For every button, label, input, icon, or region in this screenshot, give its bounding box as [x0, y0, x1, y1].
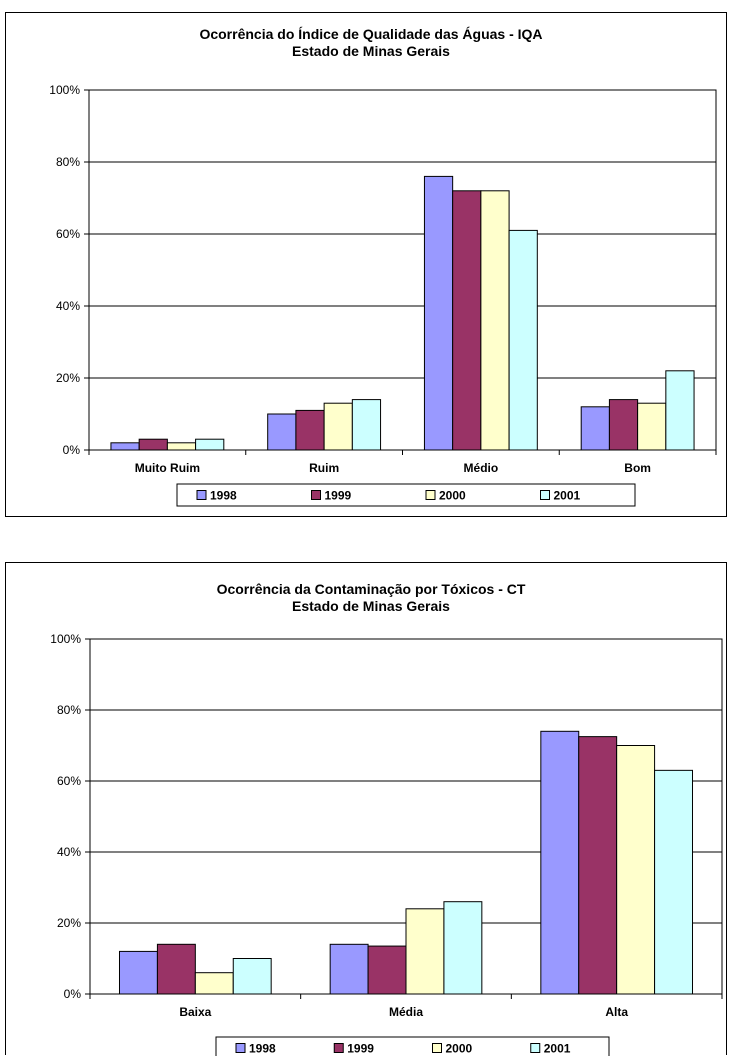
legend-swatch-2000 [425, 490, 436, 500]
legend-label-1998: 1998 [249, 1042, 276, 1056]
x-tick-label: Médio [464, 461, 499, 475]
legend-swatch-1999 [311, 490, 321, 500]
bar-medio-2001 [508, 229, 538, 451]
x-tick-label: Baixa [179, 1005, 211, 1019]
bar-alta-1999 [578, 736, 618, 995]
chart-iqa-svg: Ocorrência do Índice de Qualidade das Ág… [49, 26, 717, 507]
y-tick-label: 20% [57, 916, 81, 930]
legend-swatch-2001 [530, 1043, 541, 1053]
chart-subtitle: Estado de Minas Gerais [292, 598, 450, 614]
bar-baixa-1999 [156, 943, 196, 995]
legend-swatch-1998 [196, 490, 207, 500]
legend-swatch-2000 [432, 1043, 442, 1053]
bar-media-2001 [443, 901, 483, 995]
bar-alta-1998 [540, 730, 580, 995]
y-tick-label: 40% [57, 845, 81, 859]
bar-bom-1999 [608, 399, 639, 451]
bar-ruim-1999 [295, 409, 325, 451]
x-tick-label: Alta [605, 1005, 628, 1019]
legend-label-2001: 2001 [554, 489, 581, 503]
chart-legend: 1998 1999 2000 2001 [176, 483, 636, 507]
bar-alta-2001 [654, 769, 694, 995]
legend-label-1999: 1999 [325, 489, 352, 503]
chart-title: Ocorrência da Contaminação por Tóxicos -… [217, 581, 526, 597]
legend-box [176, 483, 636, 507]
y-tick-label: 100% [49, 83, 80, 97]
y-tick-label: 80% [56, 155, 80, 169]
bar-baixa-2001 [232, 958, 272, 995]
x-tick-label: Média [389, 1005, 423, 1019]
y-tick-label: 0% [64, 987, 82, 1001]
chart-title: Ocorrência do Índice de Qualidade das Ág… [199, 26, 542, 42]
legend-box [215, 1036, 610, 1056]
legend-label-1998: 1998 [210, 489, 237, 503]
bar-muito-ruim-2000 [166, 442, 197, 451]
x-tick-label: Bom [624, 461, 651, 475]
bar-muito-ruim-2001 [195, 438, 225, 451]
chart-iqa: Ocorrência do Índice de Qualidade das Ág… [5, 12, 727, 517]
bar-ruim-2001 [351, 399, 382, 451]
legend-label-2001: 2001 [544, 1042, 571, 1056]
bar-ruim-2000 [323, 402, 353, 451]
x-tick-label: Ruim [309, 461, 339, 475]
legend-swatch-1998 [235, 1043, 246, 1053]
bar-alta-2000 [616, 745, 656, 995]
bar-medio-1998 [423, 175, 454, 451]
plot-area [88, 89, 717, 451]
chart-subtitle: Estado de Minas Gerais [292, 43, 450, 59]
y-tick-label: 40% [56, 299, 80, 313]
legend-swatch-1999 [333, 1043, 344, 1053]
y-tick-label: 60% [57, 774, 81, 788]
bar-baixa-2000 [194, 972, 234, 995]
legend-label-1999: 1999 [347, 1042, 374, 1056]
legend-swatch-2001 [540, 490, 550, 500]
bar-ruim-1998 [267, 413, 297, 451]
chart-ct: Ocorrência da Contaminação por Tóxicos -… [5, 562, 727, 1056]
chart-ct-svg: Ocorrência da Contaminação por Tóxicos -… [50, 581, 723, 1056]
bar-medio-2000 [480, 190, 510, 451]
y-tick-label: 80% [57, 703, 81, 717]
bar-muito-ruim-1998 [110, 442, 140, 451]
legend-label-2000: 2000 [439, 489, 466, 503]
bar-media-1998 [329, 943, 369, 995]
y-tick-label: 100% [50, 632, 81, 646]
chart-legend: 1998 1999 2000 2001 [215, 1036, 610, 1056]
y-tick-label: 20% [56, 371, 80, 385]
bar-bom-2000 [637, 402, 667, 451]
bar-media-2000 [405, 908, 445, 995]
y-tick-label: 60% [56, 227, 80, 241]
bar-bom-1998 [580, 406, 610, 451]
bar-bom-2001 [665, 370, 695, 451]
x-tick-label: Muito Ruim [135, 461, 200, 475]
bar-medio-1999 [452, 190, 482, 451]
bar-muito-ruim-1999 [138, 438, 168, 451]
bar-baixa-1998 [118, 950, 158, 995]
y-tick-label: 0% [63, 443, 81, 457]
bar-media-1999 [367, 945, 407, 995]
legend-label-2000: 2000 [446, 1042, 473, 1056]
